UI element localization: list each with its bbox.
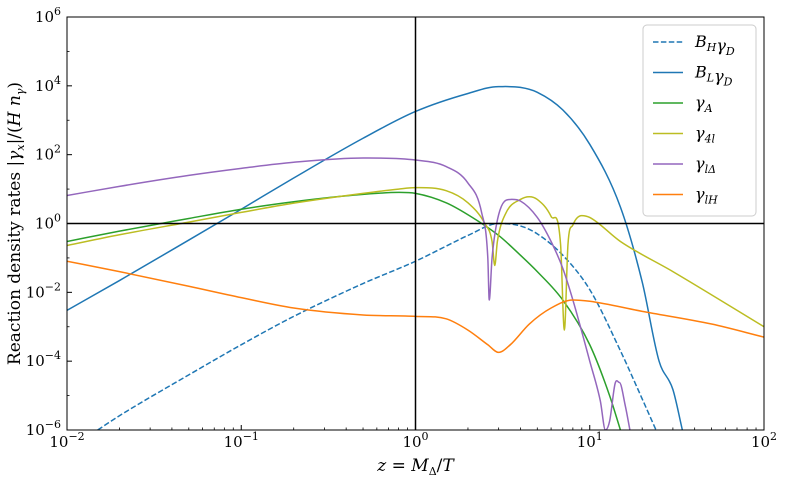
series-line-0 xyxy=(97,222,657,430)
x-tick-label-3: 101 xyxy=(577,430,603,451)
legend-label-4: γlΔ xyxy=(695,154,716,176)
x-axis-label: z = MΔ/T xyxy=(376,456,455,478)
series-line-3 xyxy=(67,186,764,331)
legend-label-0: BHγD xyxy=(694,32,735,58)
legend-label-2: γA xyxy=(695,93,713,115)
x-tick-label-1: 10−1 xyxy=(224,430,259,451)
y-axis-label: Reaction density rates |γx|/(H nγ) xyxy=(5,82,27,365)
x-tick-label-4: 102 xyxy=(751,430,777,451)
y-tick-label-5: 104 xyxy=(35,74,61,95)
x-tick-label-2: 100 xyxy=(402,430,428,451)
y-tick-label-0: 10−6 xyxy=(26,418,61,439)
x-tick-label-0: 10−2 xyxy=(49,430,84,451)
legend: BHγD BLγD γA γ4l γlΔ γlH xyxy=(642,24,757,217)
series-line-1 xyxy=(67,85,684,430)
legend-label-5: γlH xyxy=(695,185,718,207)
reference-lines xyxy=(67,17,764,430)
y-tick-label-4: 102 xyxy=(35,143,61,164)
y-tick-label-2: 10−2 xyxy=(26,280,61,301)
chart-series-layer xyxy=(67,85,764,430)
y-tick-label-6: 106 xyxy=(35,5,61,26)
y-tick-label-1: 10−4 xyxy=(26,349,61,370)
legend-label-1: BLγD xyxy=(694,63,733,89)
series-line-2 xyxy=(67,191,622,430)
y-tick-label-3: 100 xyxy=(35,212,61,233)
series-line-5 xyxy=(67,260,764,354)
series-line-4 xyxy=(67,157,631,430)
axis-ticks: 10−2 10−1 100 101 102 10−6 10−4 10−2 100 102 104 10… xyxy=(26,5,777,451)
legend-label-3: γ4l xyxy=(695,124,716,146)
